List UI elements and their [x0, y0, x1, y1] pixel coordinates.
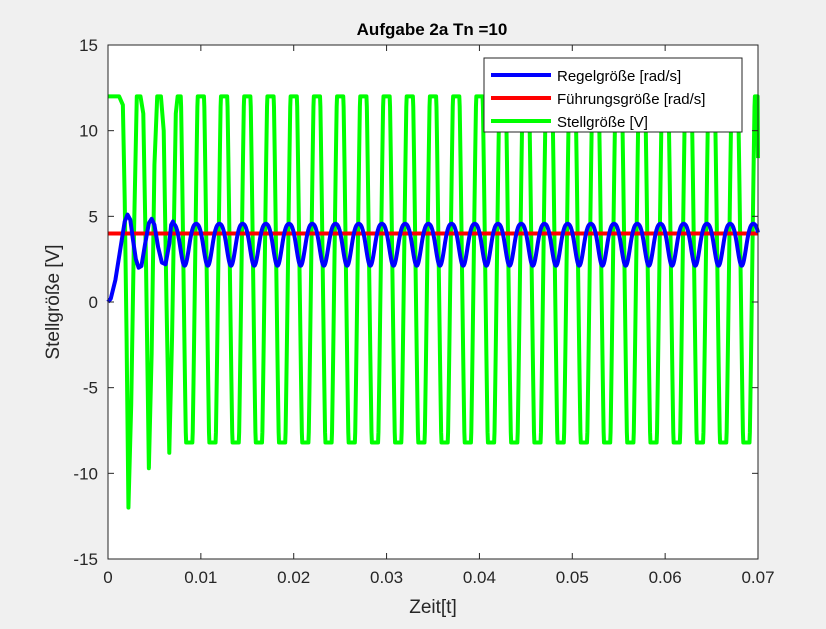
y-tick-label: -5	[83, 379, 98, 398]
chart-title: Aufgabe 2a Tn =10	[357, 20, 508, 39]
legend-label-regelgroesse: Regelgröße [rad/s]	[557, 68, 681, 85]
plot-lines	[106, 94, 760, 510]
x-tick-label: 0.04	[463, 568, 496, 587]
y-tick-label: 10	[79, 122, 98, 141]
axis-ticks: 0 0.01 0.02 0.03 0.04 0.05 0.06 0.07 -15 -10 -5 0 5 1…	[73, 36, 774, 587]
legend-label-fuehrungsgroesse: Führungsgröße [rad/s]	[557, 91, 705, 108]
legend: Regelgröße [rad/s] Führungsgröße [rad/s]…	[483, 57, 743, 133]
y-tick-label: 15	[79, 36, 98, 55]
x-tick-label: 0.01	[184, 568, 217, 587]
series-line-regelgroesse	[106, 212, 760, 304]
x-tick-label: 0	[103, 568, 112, 587]
legend-label-stellgroesse: Stellgröße [V]	[557, 114, 648, 131]
x-tick-label: 0.07	[741, 568, 774, 587]
x-tick-label: 0.03	[370, 568, 403, 587]
y-tick-label: 5	[89, 207, 98, 226]
y-tick-label: 0	[89, 293, 98, 312]
x-axis-label: Zeit[t]	[409, 597, 457, 618]
x-tick-label: 0.05	[556, 568, 589, 587]
x-tick-label: 0.06	[649, 568, 682, 587]
y-tick-label: -15	[73, 550, 98, 569]
x-tick-label: 0.02	[277, 568, 310, 587]
y-tick-label: -10	[73, 464, 98, 483]
series-line-stellgroesse	[108, 94, 760, 510]
y-axis-label: Stellgröße [V]	[43, 244, 64, 359]
